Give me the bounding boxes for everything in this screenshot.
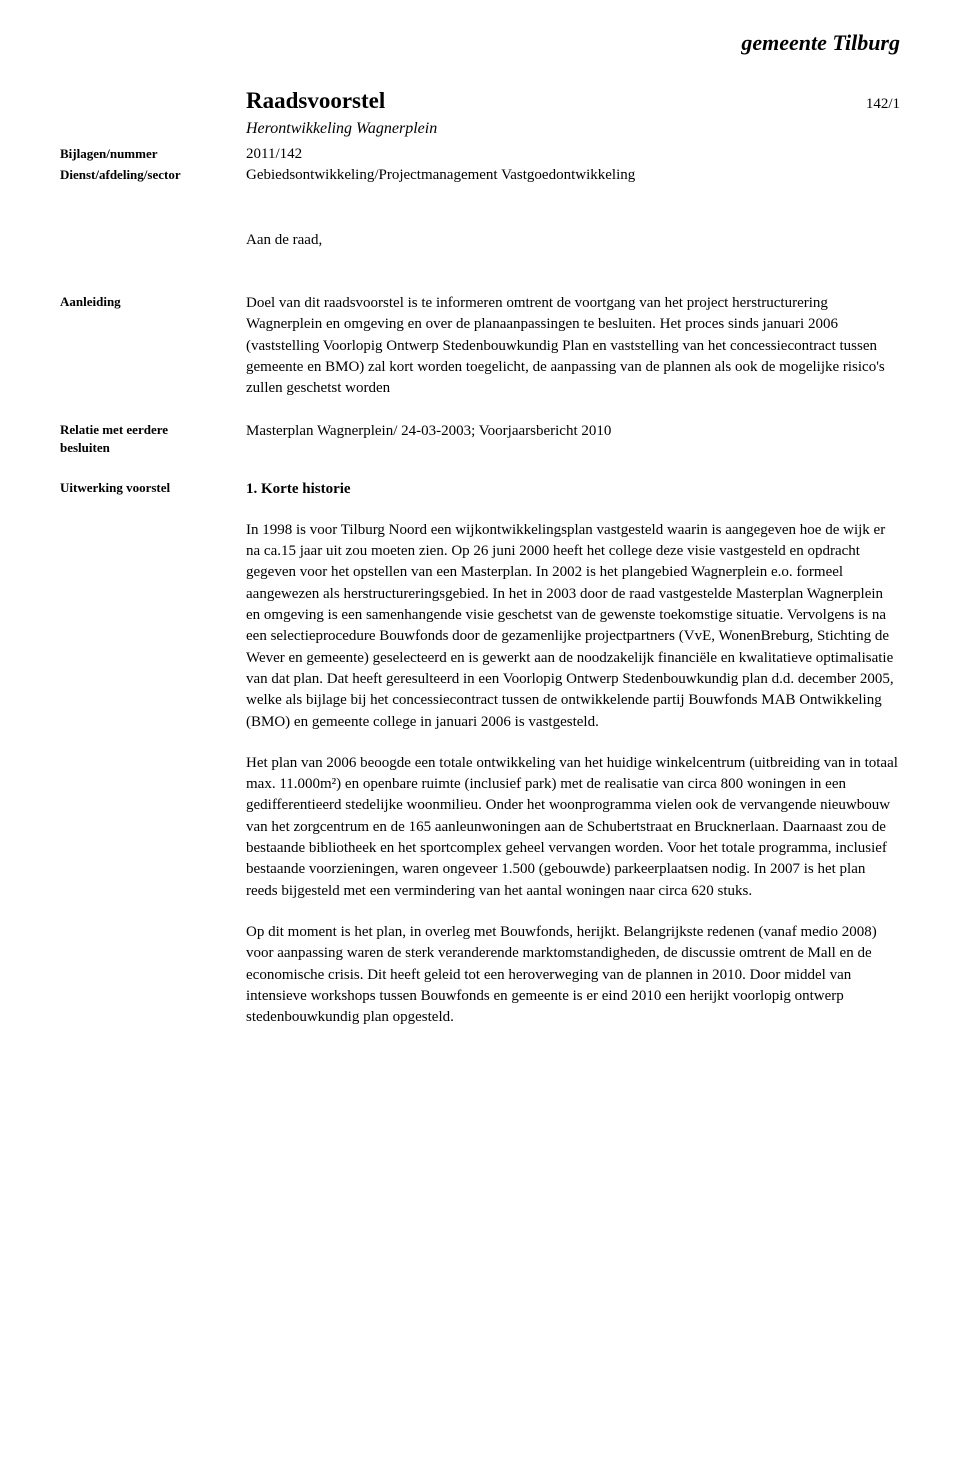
relatie-label-line1: Relatie met eerdere [60,422,168,437]
dienst-label: Dienst/afdeling/sector [60,167,246,184]
uitwerking-p3: Op dit moment is het plan, in overleg me… [246,922,900,1028]
bijlagen-value: 2011/142 [246,146,302,163]
salutation: Aan de raad, [246,232,900,249]
uitwerking-p1: In 1998 is voor Tilburg Noord een wijkon… [246,520,900,733]
korte-historie-heading: 1. Korte historie [246,479,900,500]
document-ref: 142/1 [866,96,900,113]
relatie-label-line2: besluiten [60,440,110,455]
aanleiding-label: Aanleiding [60,293,246,399]
bijlagen-label: Bijlagen/nummer [60,146,246,163]
relatie-label: Relatie met eerdere besluiten [60,421,246,456]
uitwerking-label: Uitwerking voorstel [60,479,246,1029]
document-title: Raadsvoorstel [246,88,385,114]
aanleiding-text: Doel van dit raadsvoorstel is te informe… [246,293,900,399]
relatie-text: Masterplan Wagnerplein/ 24-03-2003; Voor… [246,421,900,442]
logo: gemeente Tilburg [60,30,900,56]
dienst-value: Gebiedsontwikkeling/Projectmanagement Va… [246,167,635,184]
document-subtitle: Herontwikkeling Wagnerplein [246,120,900,138]
uitwerking-p2: Het plan van 2006 beoogde een totale ont… [246,753,900,902]
